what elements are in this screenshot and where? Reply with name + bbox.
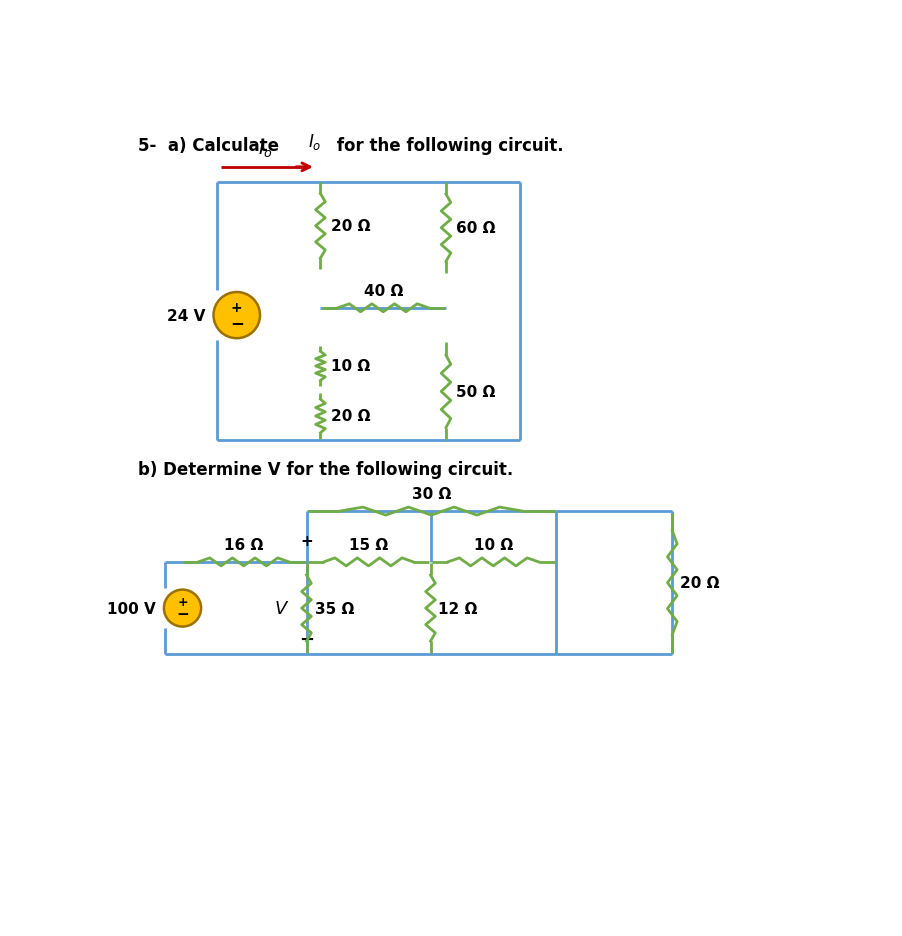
Text: 16 Ω: 16 Ω: [224, 537, 263, 552]
Text: 40 Ω: 40 Ω: [364, 284, 403, 299]
Text: −: −: [230, 314, 244, 331]
Text: 12 Ω: 12 Ω: [438, 601, 478, 616]
Text: +: +: [177, 596, 188, 608]
Circle shape: [164, 590, 201, 627]
Text: 10 Ω: 10 Ω: [474, 537, 513, 552]
Text: 20 Ω: 20 Ω: [330, 409, 370, 424]
Text: b) Determine V for the following circuit.: b) Determine V for the following circuit…: [137, 461, 513, 479]
Text: 60 Ω: 60 Ω: [456, 221, 495, 236]
Text: 30 Ω: 30 Ω: [411, 487, 451, 502]
Text: 5-  a) Calculate: 5- a) Calculate: [137, 138, 284, 155]
Text: 20 Ω: 20 Ω: [330, 219, 370, 234]
Text: 20 Ω: 20 Ω: [680, 576, 720, 591]
Text: +: +: [300, 534, 313, 548]
Text: 50 Ω: 50 Ω: [456, 385, 495, 400]
Text: $I_o$: $I_o$: [258, 139, 272, 158]
Circle shape: [214, 293, 260, 339]
Text: 10 Ω: 10 Ω: [330, 359, 370, 374]
Text: −: −: [176, 607, 189, 622]
Text: $V$: $V$: [274, 599, 290, 618]
Text: $I_o$: $I_o$: [308, 132, 321, 152]
Text: 15 Ω: 15 Ω: [349, 537, 388, 552]
Text: −: −: [299, 631, 314, 649]
Text: +: +: [231, 301, 243, 315]
Text: 35 Ω: 35 Ω: [315, 601, 354, 616]
Text: for the following circuit.: for the following circuit.: [331, 138, 564, 155]
Text: 24 V: 24 V: [168, 308, 206, 323]
Text: 100 V: 100 V: [107, 601, 156, 616]
